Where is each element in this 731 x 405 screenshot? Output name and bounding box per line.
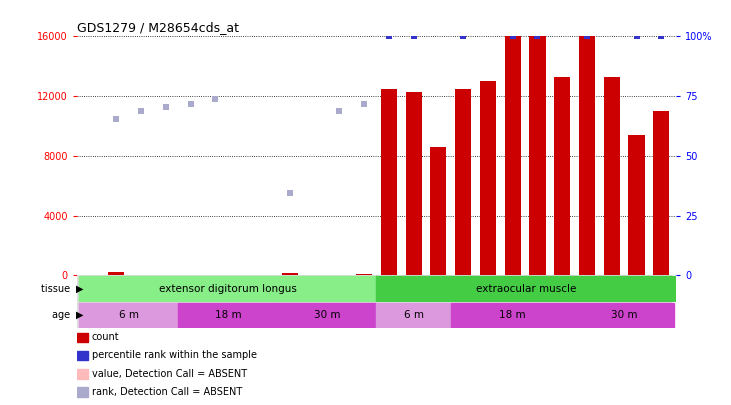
Text: 6 m: 6 m bbox=[118, 310, 139, 320]
Text: extensor digitorum longus: extensor digitorum longus bbox=[159, 284, 297, 294]
Bar bbox=[480, 81, 496, 275]
Bar bbox=[554, 77, 570, 275]
Bar bbox=[604, 77, 620, 275]
Text: tissue: tissue bbox=[41, 284, 73, 294]
Bar bbox=[529, 36, 545, 275]
Text: 30 m: 30 m bbox=[611, 310, 637, 320]
Bar bbox=[654, 111, 670, 275]
Bar bbox=[579, 36, 595, 275]
Bar bbox=[381, 89, 397, 275]
Bar bbox=[79, 303, 178, 327]
Bar bbox=[455, 89, 471, 275]
Text: extraocular muscle: extraocular muscle bbox=[476, 284, 577, 294]
Bar bbox=[431, 147, 447, 275]
Text: percentile rank within the sample: percentile rank within the sample bbox=[92, 350, 257, 360]
Text: 18 m: 18 m bbox=[499, 310, 526, 320]
Bar bbox=[178, 303, 277, 327]
Text: rank, Detection Call = ABSENT: rank, Detection Call = ABSENT bbox=[92, 387, 242, 397]
Bar bbox=[108, 273, 124, 275]
Bar bbox=[277, 303, 376, 327]
Bar bbox=[575, 303, 674, 327]
Text: value, Detection Call = ABSENT: value, Detection Call = ABSENT bbox=[92, 369, 247, 379]
Text: GDS1279 / M28654cds_at: GDS1279 / M28654cds_at bbox=[77, 21, 239, 34]
Bar bbox=[77, 388, 88, 397]
Text: ▶: ▶ bbox=[76, 284, 83, 294]
Bar bbox=[281, 273, 298, 275]
Text: count: count bbox=[92, 332, 119, 342]
Text: 30 m: 30 m bbox=[314, 310, 340, 320]
Bar bbox=[77, 369, 88, 379]
Bar bbox=[77, 333, 88, 342]
Text: ▶: ▶ bbox=[76, 310, 83, 320]
Bar bbox=[376, 277, 676, 301]
Bar bbox=[451, 303, 575, 327]
Bar bbox=[356, 274, 372, 275]
Bar bbox=[376, 303, 451, 327]
Bar bbox=[406, 92, 422, 275]
Text: 6 m: 6 m bbox=[404, 310, 424, 320]
Bar bbox=[504, 36, 520, 275]
Bar bbox=[79, 277, 376, 301]
Text: 18 m: 18 m bbox=[214, 310, 241, 320]
Text: age: age bbox=[52, 310, 73, 320]
Bar bbox=[629, 135, 645, 275]
Bar bbox=[77, 351, 88, 360]
